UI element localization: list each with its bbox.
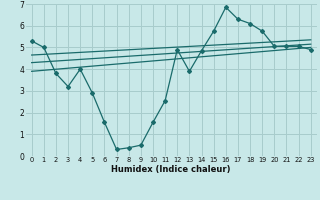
X-axis label: Humidex (Indice chaleur): Humidex (Indice chaleur) [111,165,231,174]
